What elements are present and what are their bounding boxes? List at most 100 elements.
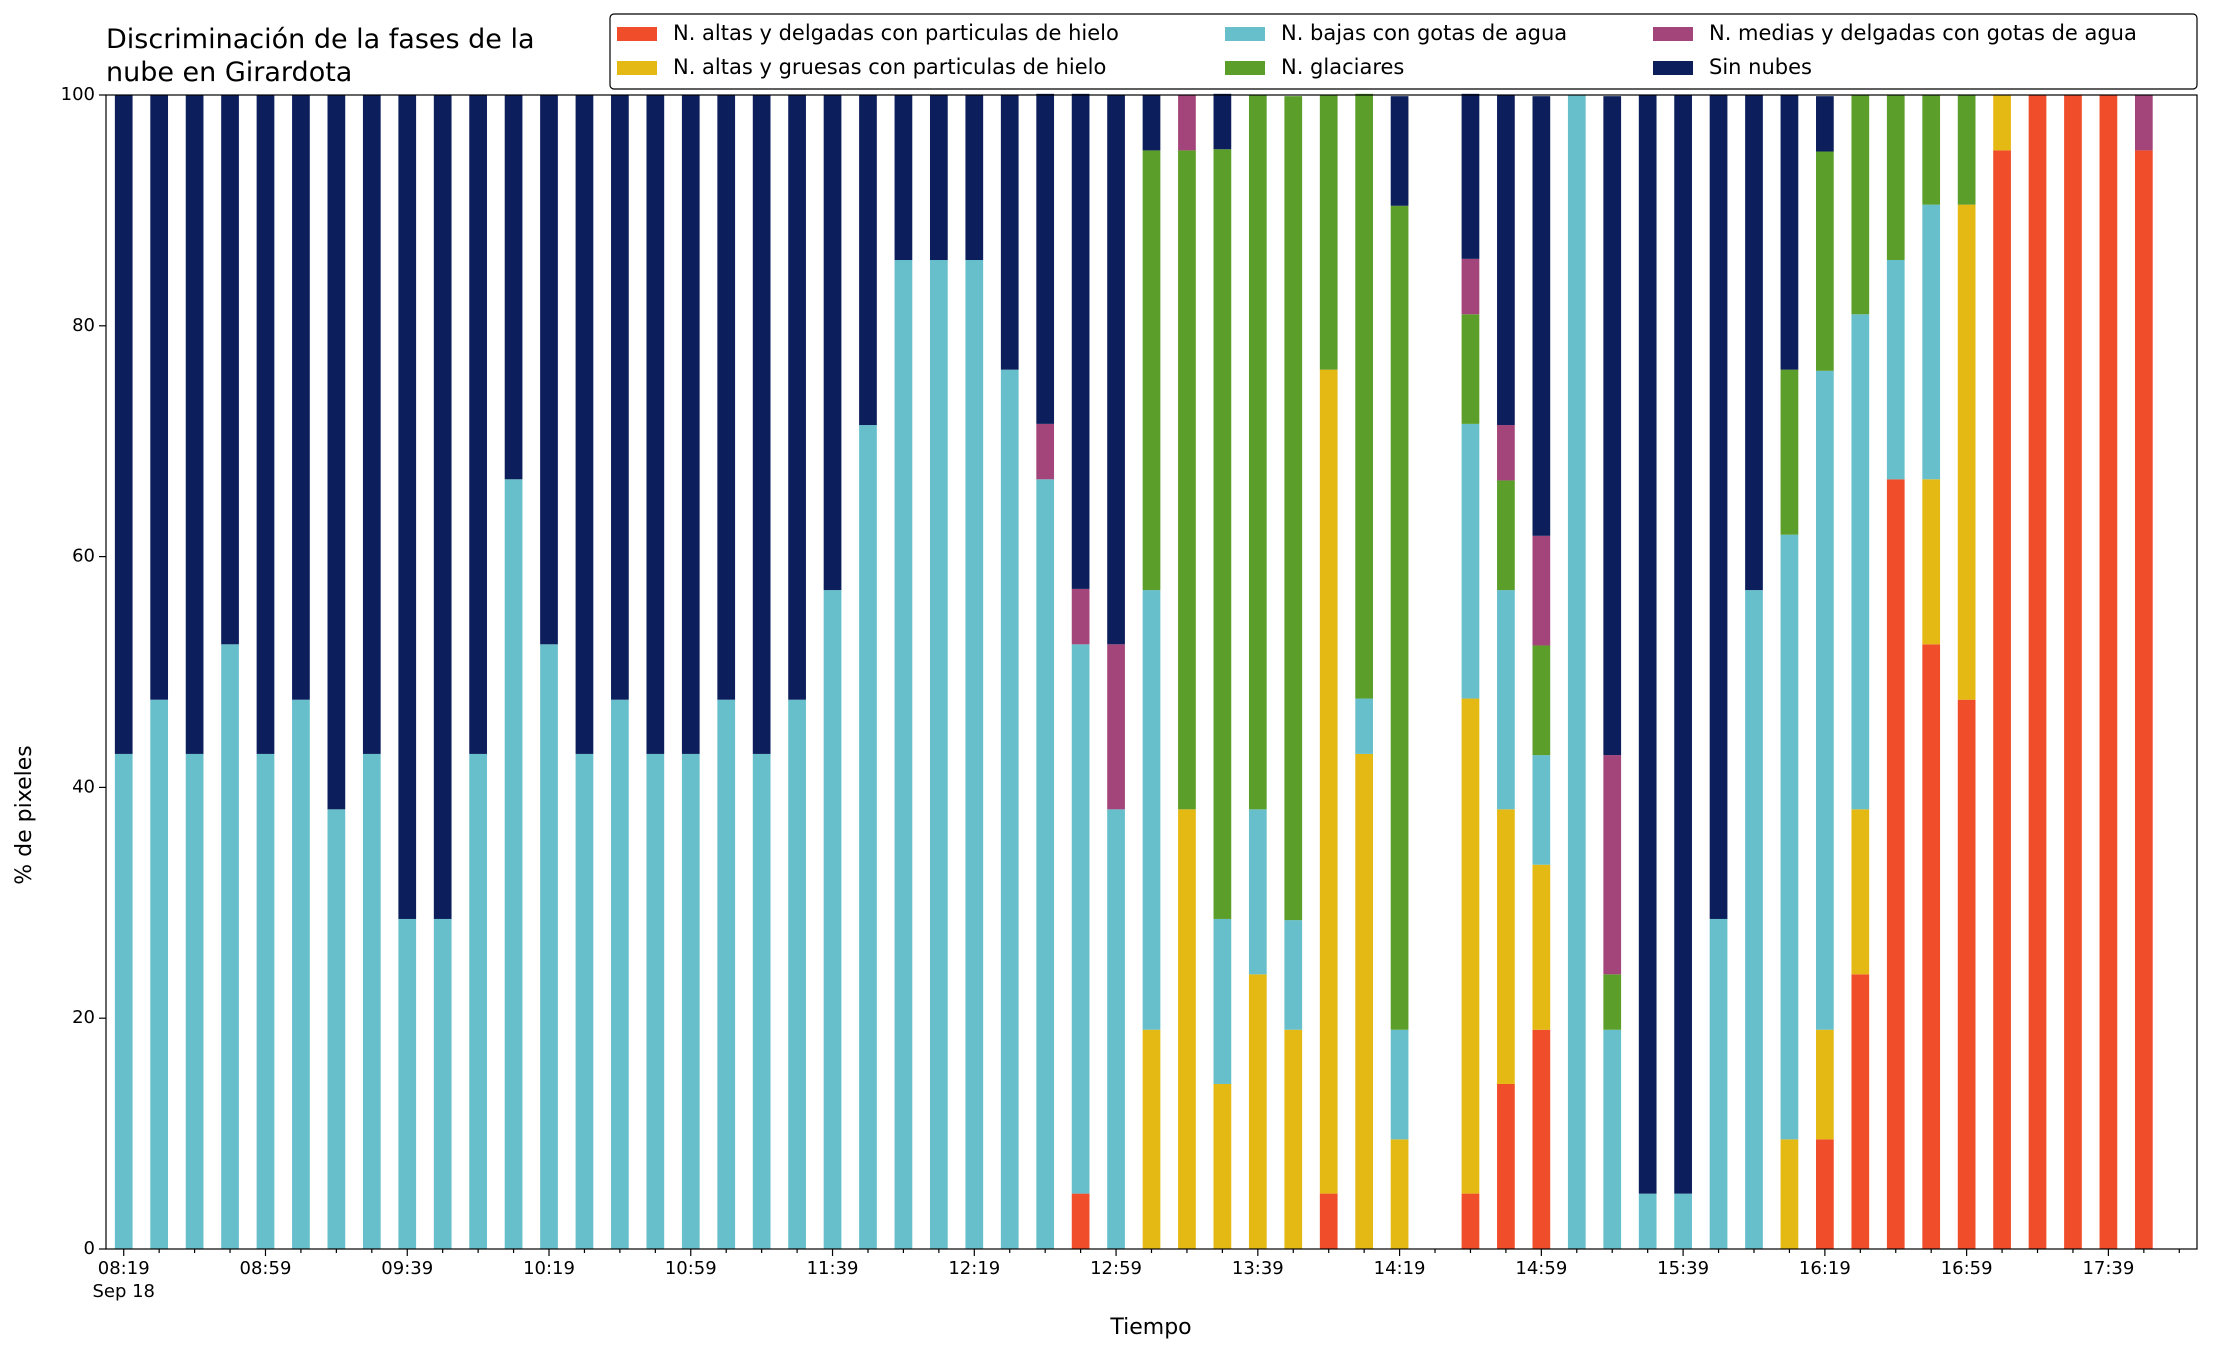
bar-segment	[1461, 698, 1480, 1194]
bar-segment	[2064, 95, 2082, 1249]
bar-segment	[327, 95, 346, 810]
bar-segment	[1107, 644, 1125, 810]
bar-segment	[1213, 918, 1232, 1084]
bar-segment	[1036, 93, 1055, 424]
bar-segment	[504, 95, 523, 480]
x-tick-label: 12:59	[1090, 1258, 1142, 1279]
bar-segment	[894, 260, 913, 1250]
bar-segment	[1178, 809, 1196, 1249]
bar-segment	[362, 753, 381, 1249]
bar-segment	[859, 425, 877, 1249]
bar-segment	[1603, 96, 1622, 756]
legend-label: N. altas y delgadas con particulas de hi…	[673, 21, 1119, 45]
bar-segment	[1036, 479, 1055, 1250]
bar-segment	[2099, 95, 2118, 1249]
bar-segment	[965, 95, 984, 261]
y-tick-label: 100	[61, 84, 95, 105]
bar-segment	[1390, 1029, 1409, 1140]
bar-segment	[292, 95, 310, 700]
legend-swatch	[1653, 27, 1693, 41]
x-tick-label: 08:59	[240, 1258, 292, 1279]
bar-segment	[1532, 755, 1551, 865]
bar-segment	[1816, 96, 1834, 152]
bar-segment	[1922, 204, 1941, 480]
y-tick-label: 40	[72, 776, 95, 797]
bar-segment	[1886, 479, 1905, 1250]
y-tick-label: 80	[72, 315, 95, 336]
x-tick-label: 16:59	[1941, 1258, 1993, 1279]
bar-segment	[540, 95, 558, 645]
bar-segment	[965, 260, 984, 1250]
legend-label: N. medias y delgadas con gotas de agua	[1709, 21, 2137, 45]
bar-segment	[1532, 1029, 1551, 1249]
bar-segment	[1993, 95, 2011, 151]
legend-label: Sin nubes	[1709, 55, 1812, 79]
x-tick-label: 14:19	[1374, 1258, 1426, 1279]
bar-segment	[1000, 369, 1019, 1250]
bar-segment	[1142, 1029, 1161, 1249]
bar-segment	[1142, 95, 1161, 151]
bar-segment	[1071, 1193, 1090, 1249]
bar-segment	[2134, 150, 2153, 1250]
bar-segment	[1497, 480, 1515, 591]
bar-segment	[433, 918, 452, 1249]
bar-segment	[1851, 974, 1870, 1249]
bar-segment	[1674, 1193, 1692, 1249]
bar-segment	[1886, 95, 1905, 261]
bar-segment	[1178, 95, 1196, 151]
bar-segment	[1142, 150, 1161, 591]
bar-segment	[469, 753, 487, 1249]
bar-segment	[1638, 1193, 1657, 1249]
bar-segment	[1709, 95, 1728, 919]
bar-segment	[752, 753, 771, 1249]
bar-segment	[1071, 93, 1090, 589]
bar-segment	[1816, 151, 1834, 371]
bar-segment	[1284, 1029, 1303, 1249]
bar-segment	[1638, 95, 1657, 1194]
legend-box	[609, 13, 2198, 90]
bar-segment	[221, 644, 239, 1249]
bar-segment	[1922, 644, 1941, 1249]
x-axis-label: Tiempo	[1109, 1315, 1191, 1340]
bar-segment	[1922, 479, 1941, 645]
bar-segment	[256, 753, 275, 1249]
bar-segment	[114, 753, 133, 1249]
x-tick-label: 16:19	[1799, 1258, 1851, 1279]
legend-swatch	[1653, 61, 1693, 75]
bar-segment	[1745, 590, 1763, 1249]
bar-segment	[1213, 149, 1232, 919]
bar-segment	[1993, 150, 2011, 1250]
bar-segment	[646, 753, 665, 1249]
bar-segment	[1851, 95, 1870, 315]
bar-segment	[1248, 809, 1267, 975]
bar-segment	[540, 644, 558, 1249]
bar-segment	[1851, 809, 1870, 975]
legend-swatch	[1225, 27, 1265, 41]
bar-segment	[1532, 645, 1551, 756]
legend-label: N. glaciares	[1281, 55, 1404, 79]
chart-title-line: nube en Girardota	[106, 57, 352, 88]
bar-segment	[1319, 369, 1338, 1194]
bar-segment	[1036, 423, 1055, 480]
x-tick-label: 15:39	[1657, 1258, 1709, 1279]
x-tick-sublabel: Sep 18	[92, 1281, 155, 1302]
bar-segment	[469, 95, 487, 754]
bar-segment	[575, 753, 594, 1249]
bar-segment	[1674, 95, 1692, 1194]
bar-segment	[1319, 95, 1338, 370]
bar-segment	[1390, 205, 1409, 1030]
bar-segment	[1213, 93, 1232, 150]
bar-segment	[185, 95, 204, 754]
bar-segment	[681, 753, 700, 1249]
bar-segment	[1745, 95, 1763, 591]
y-tick-label: 60	[72, 546, 95, 567]
bar-segment	[1461, 258, 1480, 315]
bar-segment	[823, 95, 842, 591]
bar-segment	[398, 918, 417, 1249]
legend-label: N. altas y gruesas con particulas de hie…	[673, 55, 1106, 79]
bar-segment	[1816, 1029, 1834, 1140]
bar-segment	[150, 95, 169, 700]
bar-segment	[1816, 1139, 1834, 1249]
chart-title: Discriminación de la fases de la nube en …	[106, 24, 535, 88]
bar-segment	[256, 95, 275, 754]
